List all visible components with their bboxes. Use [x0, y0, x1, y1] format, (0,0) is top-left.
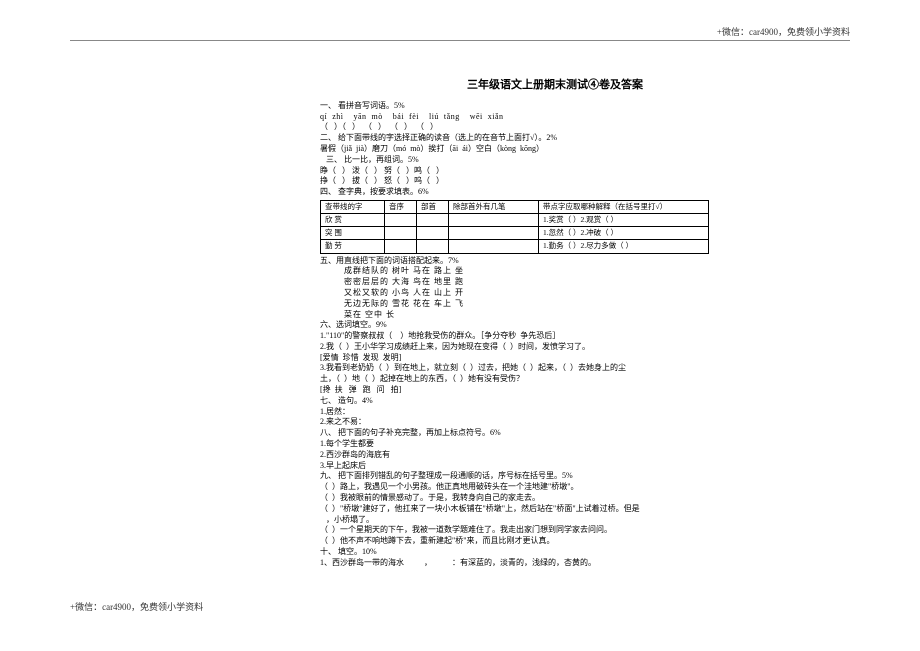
dict-c: 勤 劳	[321, 240, 385, 253]
sec8-head: 八、 把下面的句子补充完整，再加上标点符号。6%	[320, 428, 790, 439]
sec6-l4: 3.我看到老奶奶（ ）到在地上，就立刻（ ）过去，把她（ ）起来，（ ）去她身上…	[320, 363, 790, 374]
match-row: 又松又软的 小鸟 人在 山上 开	[320, 288, 790, 299]
sec7-l1: 1.居然：	[320, 407, 790, 418]
sec2-head: 二、 给下面带线的字选择正确的读音（选上的在音节上面打√）。2%	[320, 133, 790, 144]
sec4-head: 四、 查字典，按要求填表。6%	[320, 187, 790, 198]
sec3-head: 三、 比一比，再组词。5%	[320, 155, 790, 166]
sec2-line: 暑假（jiǎ jià）磨刀（mó mò）挨打（āi ái）空白（kòng kōn…	[320, 144, 790, 155]
dict-c	[385, 240, 417, 253]
sec8-l3: 3.早上起床后	[320, 461, 790, 472]
sec1-pinyin: qí zhì yān mò bái fèi liú tǎng wēi xiǎn	[320, 112, 790, 123]
sec9-head: 九、 把下面排列错乱的句子整理成一段通顺的话，序号标在括号里。5%	[320, 471, 790, 482]
dict-header-row: 查带线的字 音序 部首 除部首外有几笔 带点字应取哪种解释（在括号里打√）	[321, 201, 709, 214]
dict-c: 欣 赏	[321, 214, 385, 227]
dict-c	[385, 227, 417, 240]
sec6-head: 六、选词填空。9%	[320, 320, 790, 331]
sec6-l2: 2.我（ ）王小华学习成绩赶上来，因为她现在变得（ ）时间，发愤学习了。	[320, 342, 790, 353]
sec1-head: 一、 看拼音写词语。5%	[320, 101, 790, 112]
sec9-l1: （ ）路上，我遇见一个小男孩。他正真地用破砖头在一个洼地建"桥墩"。	[320, 482, 790, 493]
sec8-l2: 2.西沙群岛的海底有	[320, 450, 790, 461]
sec9-l3: （ ）"桥墩"建好了，他扛来了一块小木板铺在"桥墩"上，然后站在"桥面"上试着过…	[320, 504, 790, 515]
match-row: 无边无际的 雪花 花在 车上 飞	[320, 299, 790, 310]
dict-table: 查带线的字 音序 部首 除部首外有几笔 带点字应取哪种解释（在括号里打√） 欣 …	[320, 200, 709, 254]
header-note: +微信：car4900，免费领小学资料	[717, 26, 850, 38]
dict-row: 欣 赏 1.奖赏（ ）2.观赏（ ）	[321, 214, 709, 227]
footer-note: +微信：car4900，免费领小学资料	[70, 601, 203, 613]
dict-c	[449, 214, 539, 227]
sec6-l3: [爱情 珍惜 发现 发明]	[320, 353, 790, 364]
sec1-brackets: （ ）（ ） （ ） （ ） （ ）	[320, 122, 790, 133]
page-title: 三年级语文上册期末测试④卷及答案	[320, 78, 790, 93]
document-body: 三年级语文上册期末测试④卷及答案 一、 看拼音写词语。5% qí zhì yān…	[320, 78, 790, 569]
sec6-l5: 土，（ ）地（ ）起掉在地上的东西，（ ）她有没有受伤？	[320, 374, 790, 385]
dict-row: 突 围 1.忽然（ ）2.冲破（ ）	[321, 227, 709, 240]
dict-c: 1.勤务（ ）2.尽力多做（ ）	[539, 240, 709, 253]
dict-c	[449, 240, 539, 253]
dict-h0: 查带线的字	[321, 201, 385, 214]
sec9-l5: （ ）一个星期天的下午，我被一道数学题难住了。我走出家门想到同学家去问问。	[320, 525, 790, 536]
dict-c	[385, 214, 417, 227]
dict-c	[417, 214, 449, 227]
sec7-l2: 2.来之不易：	[320, 417, 790, 428]
sec9-l4: ，小桥塌了。	[320, 515, 790, 526]
sec7-head: 七、 造句。4%	[320, 396, 790, 407]
sec8-l1: 1.每个学生都要	[320, 439, 790, 450]
dict-c: 1.奖赏（ ）2.观赏（ ）	[539, 214, 709, 227]
match-row: 成群结队的 树叶 马在 路上 坐	[320, 266, 790, 277]
dict-h4: 带点字应取哪种解释（在括号里打√）	[539, 201, 709, 214]
match-row: 菜在 空中 长	[320, 310, 790, 321]
match-row: 密密层层的 大海 鸟在 地里 跑	[320, 277, 790, 288]
dict-c	[417, 227, 449, 240]
sec10-head: 十、 填空。10%	[320, 547, 790, 558]
sec9-l2: （ ）我被眼前的情景感动了。于是，我转身向自己的家走去。	[320, 493, 790, 504]
header-divider	[70, 40, 850, 41]
sec9-l6: （ ）他不声不响地蹲下去，重新建起"桥"来，而且比刚才更认真。	[320, 536, 790, 547]
dict-c: 1.忽然（ ）2.冲破（ ）	[539, 227, 709, 240]
sec6-l6: [搀 扶 弹 跑 问 拍]	[320, 385, 790, 396]
dict-c: 突 围	[321, 227, 385, 240]
sec5-head: 五、用直线把下面的词语搭配起来。7%	[320, 256, 790, 267]
dict-h1: 音序	[385, 201, 417, 214]
sec3-row2: 挣（ ） 拔（ ） 怒（ ）呜（ ）	[320, 176, 790, 187]
sec6-l1: 1."110"的警察叔叔（ ）地抢救受伤的群众。［争分夺秒 争先恐后］	[320, 331, 790, 342]
sec10-l1: 1、西沙群岛一带的海水 ， ：有深蓝的，淡青的，浅绿的，杏黄的。	[320, 558, 790, 569]
sec3-row1: 睁（ ） 泼（ ） 努（ ）鸣（ ）	[320, 166, 790, 177]
dict-h3: 除部首外有几笔	[449, 201, 539, 214]
dict-row: 勤 劳 1.勤务（ ）2.尽力多做（ ）	[321, 240, 709, 253]
dict-c	[417, 240, 449, 253]
dict-c	[449, 227, 539, 240]
dict-h2: 部首	[417, 201, 449, 214]
